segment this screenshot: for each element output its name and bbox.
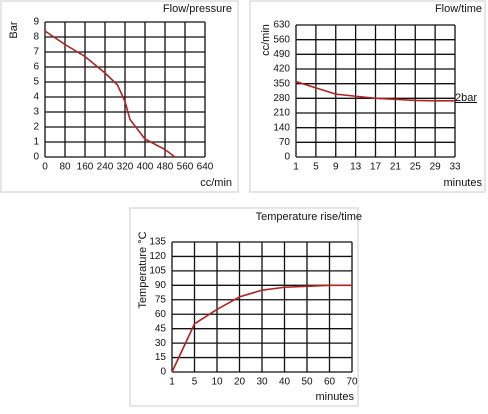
y-tick-label: 3 <box>33 107 39 118</box>
x-tick-label: 30 <box>256 377 268 388</box>
y-tick-label: 60 <box>155 309 167 320</box>
y-tick-label: 75 <box>155 294 167 305</box>
y-tick-label: 5 <box>33 77 39 88</box>
y-tick-label: 280 <box>273 93 290 104</box>
chart-frame <box>249 0 486 193</box>
y-tick-label: 4 <box>33 92 39 103</box>
chart-title: Flow/time <box>435 3 482 15</box>
x-tick-label: 160 <box>77 162 94 173</box>
chart-frame <box>129 207 359 407</box>
y-tick-label: 15 <box>155 352 167 363</box>
x-tick-label: 25 <box>410 162 422 173</box>
y-tick-label: 0 <box>284 152 290 163</box>
x-tick-label: 240 <box>97 162 114 173</box>
data-line <box>171 284 352 373</box>
x-tick-label: 70 <box>346 377 358 388</box>
x-tick-label: 5 <box>313 162 319 173</box>
y-tick-label: 7 <box>33 47 39 58</box>
x-tick-label: 1 <box>169 377 175 388</box>
x-axis-label: minutes <box>315 391 354 403</box>
y-axis-label: cc/min <box>260 24 272 56</box>
y-tick-label: 0 <box>160 367 166 378</box>
y-tick-label: 0 <box>33 152 39 163</box>
x-tick-label: 400 <box>137 162 154 173</box>
x-tick-label: 60 <box>324 377 336 388</box>
x-tick-label: 17 <box>370 162 382 173</box>
y-tick-label: 8 <box>33 32 39 43</box>
y-tick-label: 420 <box>273 64 290 75</box>
x-tick-label: 480 <box>157 162 174 173</box>
y-tick-label: 560 <box>273 34 290 45</box>
x-tick-label: 560 <box>177 162 194 173</box>
y-tick-label: 2 <box>33 122 39 133</box>
y-tick-label: 210 <box>273 108 290 119</box>
x-tick-label: 80 <box>59 162 71 173</box>
x-tick-label: 1 <box>293 162 299 173</box>
x-tick-label: 40 <box>279 377 291 388</box>
x-tick-label: 320 <box>117 162 134 173</box>
data-line <box>44 30 176 158</box>
x-tick-label: 9 <box>333 162 339 173</box>
y-tick-label: 105 <box>149 266 166 277</box>
y-tick-label: 45 <box>155 323 167 334</box>
y-tick-label: 30 <box>155 338 167 349</box>
annotation: 2bar <box>455 92 477 104</box>
y-tick-label: 350 <box>273 78 290 89</box>
data-line <box>295 80 455 102</box>
y-tick-label: 90 <box>155 280 167 291</box>
chart-title: Temperature rise/time <box>256 211 362 223</box>
x-tick-label: 13 <box>350 162 362 173</box>
x-tick-label: 29 <box>430 162 442 173</box>
x-axis-label: minutes <box>443 177 482 189</box>
y-axis-label: Temperature °C <box>137 231 149 308</box>
x-tick-label: 5 <box>192 377 198 388</box>
y-tick-label: 6 <box>33 62 39 73</box>
x-tick-label: 50 <box>301 377 313 388</box>
y-tick-label: 135 <box>149 237 166 248</box>
y-tick-label: 630 <box>273 20 290 31</box>
y-tick-label: 490 <box>273 49 290 60</box>
y-axis-label: Bar <box>8 21 20 38</box>
y-tick-label: 140 <box>273 122 290 133</box>
x-tick-label: 10 <box>211 377 223 388</box>
x-tick-label: 640 <box>197 162 214 173</box>
x-tick-label: 20 <box>234 377 246 388</box>
x-tick-label: 0 <box>42 162 48 173</box>
y-tick-label: 120 <box>149 251 166 262</box>
x-tick-label: 21 <box>390 162 402 173</box>
y-tick-label: 9 <box>33 17 39 28</box>
y-tick-label: 1 <box>33 137 39 148</box>
x-tick-label: 33 <box>449 162 461 173</box>
x-axis-label: cc/min <box>200 177 232 189</box>
chart-title: Flow/pressure <box>163 3 232 15</box>
y-tick-label: 70 <box>279 137 291 148</box>
